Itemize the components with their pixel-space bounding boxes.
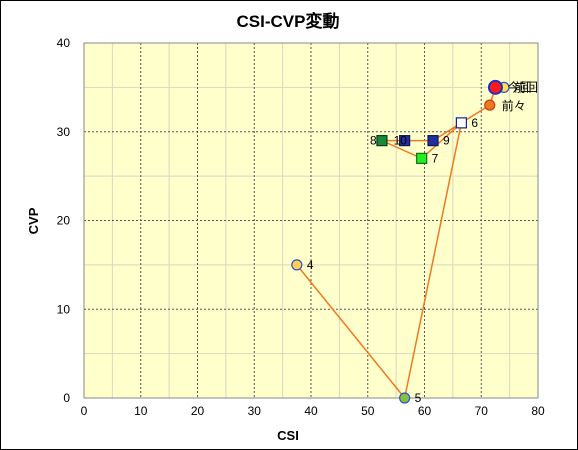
point-label-9: 9 <box>443 134 450 148</box>
connector-lines <box>296 87 497 400</box>
y-tick-label: 20 <box>57 214 71 228</box>
point-marker-8 <box>376 135 388 147</box>
chart-title: CSI-CVP変動 <box>237 11 340 31</box>
y-tick-label: 0 <box>63 391 70 405</box>
x-tick-label: 80 <box>531 404 545 418</box>
x-tick-label: 20 <box>191 404 205 418</box>
y-tick-label: 40 <box>57 36 71 50</box>
point-label-10: 10 <box>394 134 408 148</box>
point-label-6: 6 <box>471 116 478 130</box>
point-marker-前々 <box>484 99 496 111</box>
data-points <box>291 79 510 404</box>
point-marker-10 <box>399 135 411 147</box>
plot-border <box>83 42 539 399</box>
point-marker-4 <box>291 259 303 271</box>
y-axis-title: CVP <box>26 207 41 234</box>
x-tick-label: 70 <box>475 404 489 418</box>
x-tick-label: 0 <box>81 404 88 418</box>
point-marker-9 <box>427 135 439 147</box>
point-label-7: 7 <box>432 151 439 165</box>
point-marker-今回 <box>487 79 503 95</box>
point-label-前々: 前々 <box>502 98 526 113</box>
y-tick-label: 30 <box>57 125 71 139</box>
point-marker-6 <box>455 117 467 129</box>
x-tick-labels: 0 10 20 30 40 50 60 70 80 <box>81 404 545 418</box>
x-tick-label: 50 <box>361 404 375 418</box>
y-tick-label: 10 <box>57 302 71 316</box>
point-label-今回: 今回 <box>507 79 531 94</box>
point-marker-7 <box>416 152 428 164</box>
x-tick-label: 60 <box>418 404 432 418</box>
point-label-8: 8 <box>370 134 377 148</box>
x-tick-label: 30 <box>248 404 262 418</box>
y-tick-labels: 0 10 20 30 40 <box>57 36 71 405</box>
point-label-4: 4 <box>307 258 314 272</box>
point-label-5: 5 <box>415 391 422 405</box>
point-label-前回: 前回 <box>514 79 538 94</box>
x-axis-title: CSI <box>277 428 299 443</box>
x-tick-label: 40 <box>304 404 318 418</box>
grid <box>84 43 538 398</box>
x-tick-label: 10 <box>134 404 148 418</box>
trend-line <box>296 87 497 400</box>
point-marker-5 <box>399 392 411 404</box>
